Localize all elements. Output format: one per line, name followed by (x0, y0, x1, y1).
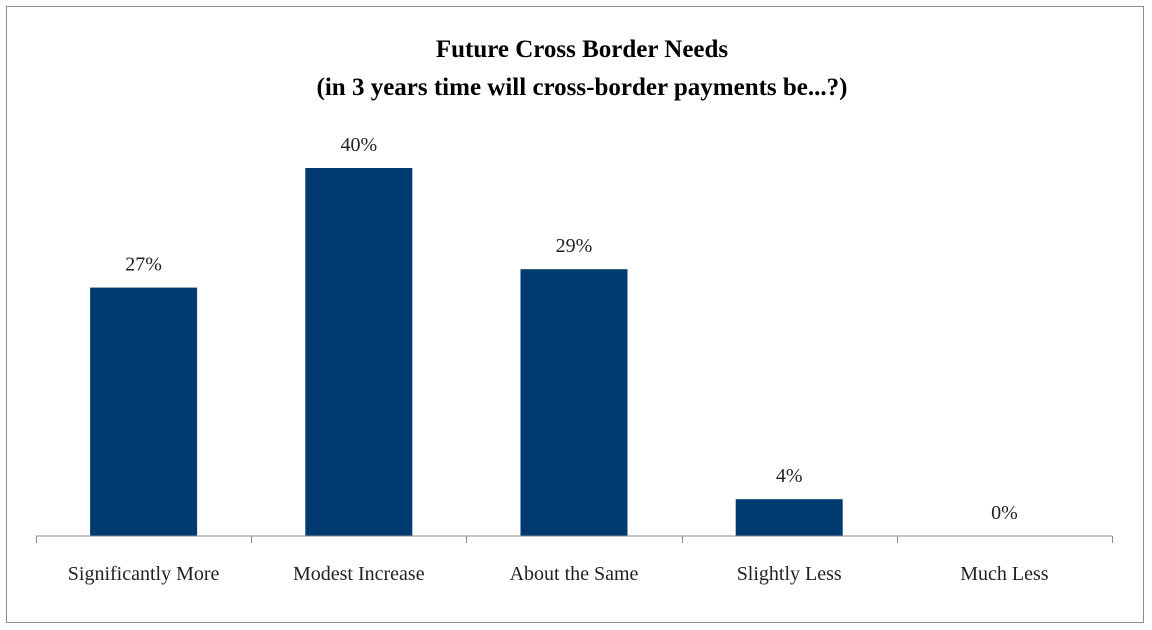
bar-group (90, 168, 843, 536)
data-labels: 27% 40% 29% 4% 0% (125, 134, 1017, 524)
chart-subtitle: (in 3 years time will cross-border payme… (317, 74, 848, 101)
x-tick-label: Much Less (960, 563, 1049, 585)
data-label: 4% (776, 465, 803, 487)
data-label: 27% (125, 254, 162, 276)
x-axis: Significantly More Modest Increase About t… (36, 535, 1113, 585)
x-tick-label: Modest Increase (293, 563, 425, 585)
bar (305, 168, 413, 536)
data-label: 40% (340, 134, 377, 156)
chart-title: Future Cross Border Needs (436, 36, 729, 63)
data-label: 0% (991, 502, 1018, 524)
x-tick-label: About the Same (510, 563, 639, 585)
bar (735, 499, 843, 536)
bar (90, 287, 198, 536)
data-label: 29% (556, 235, 593, 257)
x-tick-label: Slightly Less (737, 563, 842, 585)
x-tick-label: Significantly More (68, 563, 220, 585)
bar (520, 269, 628, 536)
